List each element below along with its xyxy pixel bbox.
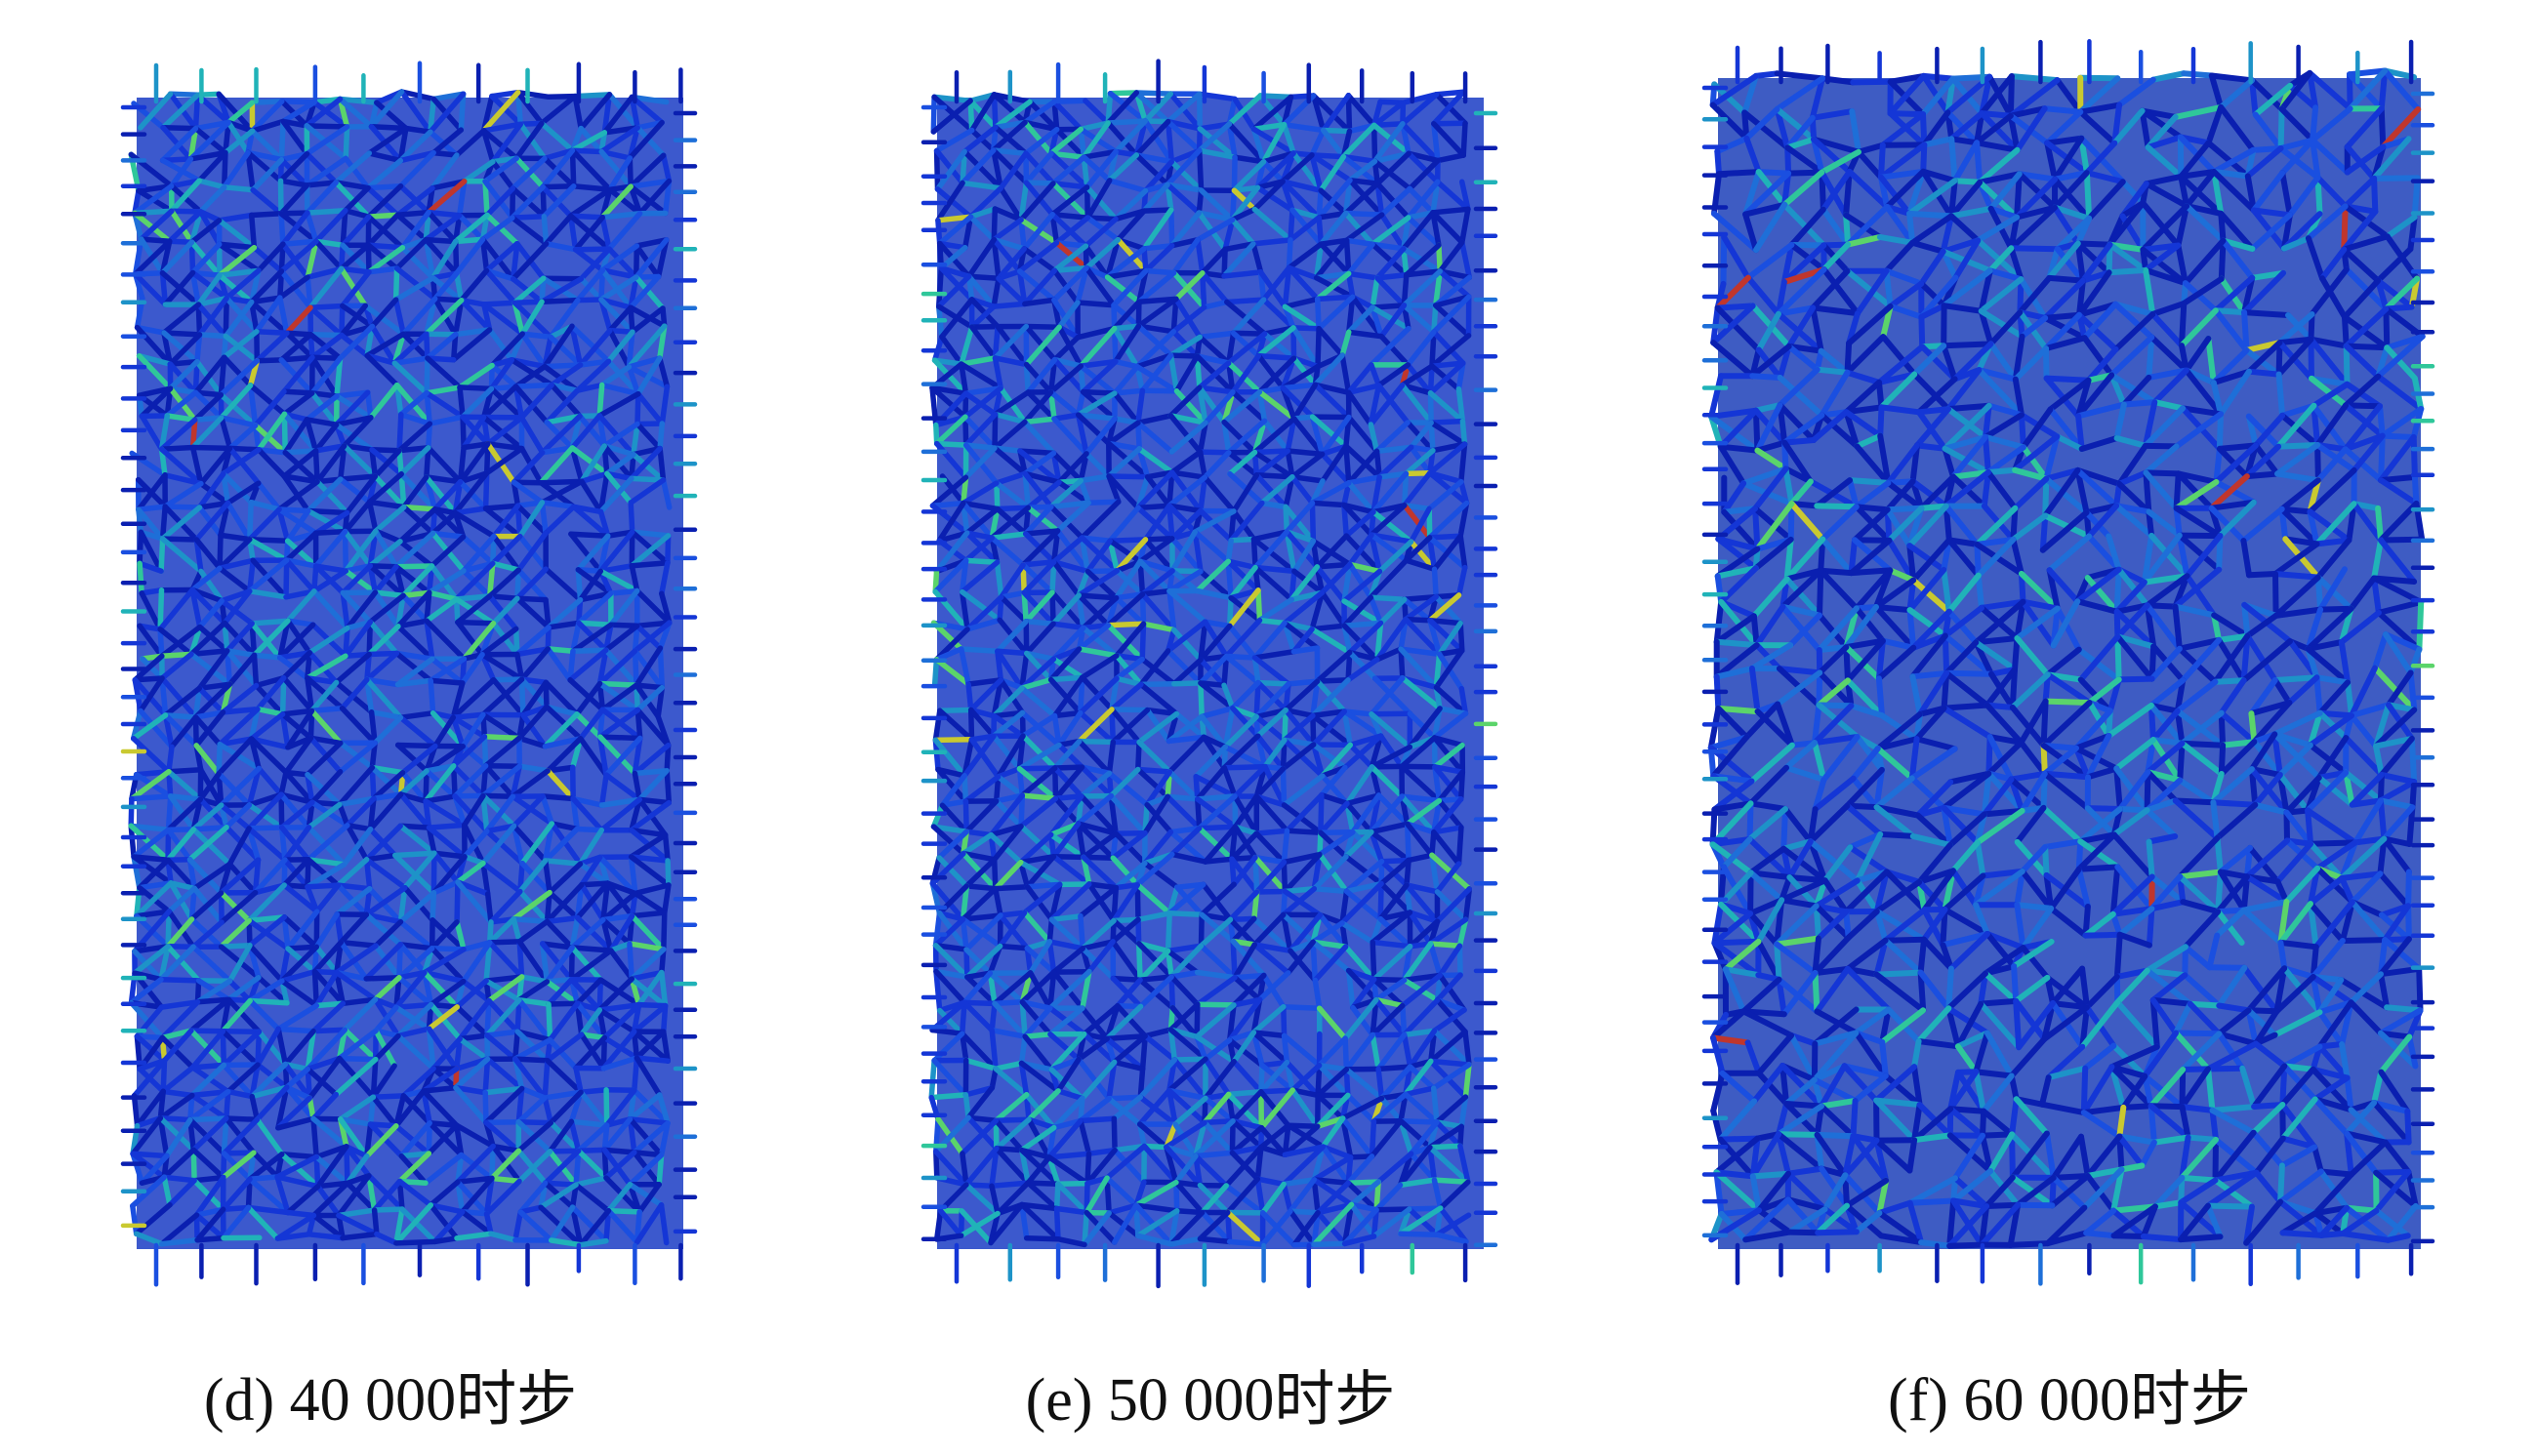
bond-network-e	[920, 59, 1498, 1289]
caption-d: (d) 40 000时步	[203, 1367, 578, 1434]
caption-f: (f) 60 000时步	[1888, 1367, 2251, 1434]
caption-e: (e) 50 000时步	[1025, 1367, 1396, 1434]
bond-network-d	[120, 61, 698, 1287]
bond-network-f	[1701, 39, 2435, 1287]
